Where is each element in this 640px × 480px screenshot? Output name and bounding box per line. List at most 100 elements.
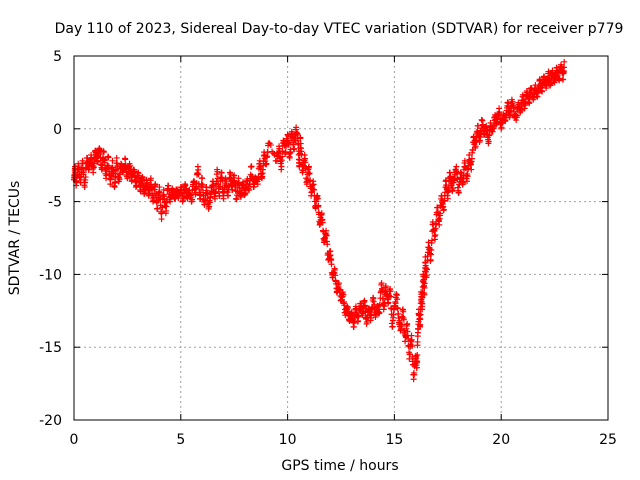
data-point-marker: [82, 174, 89, 181]
x-tick-label: 0: [70, 432, 79, 448]
data-point-marker: [263, 160, 270, 167]
data-point-marker: [324, 241, 331, 248]
data-point-marker: [352, 303, 359, 310]
data-point-marker: [240, 179, 247, 186]
data-point-marker: [473, 138, 480, 145]
data-point-marker: [152, 181, 159, 188]
data-point-marker: [305, 163, 312, 170]
data-point-marker: [100, 149, 107, 156]
data-point-marker: [387, 288, 394, 295]
data-point-marker: [114, 162, 121, 169]
data-point-marker: [279, 148, 286, 155]
data-point-marker: [331, 266, 338, 273]
data-point-marker: [198, 180, 205, 187]
data-point-marker: [206, 203, 213, 210]
data-point-marker: [436, 215, 443, 222]
data-point-marker: [419, 306, 426, 313]
data-point-marker: [390, 311, 397, 318]
data-point-marker: [122, 156, 129, 163]
data-point-marker: [526, 100, 533, 107]
data-point-marker: [421, 280, 428, 287]
data-point-marker: [410, 376, 417, 383]
data-points: [71, 58, 568, 383]
data-point-marker: [409, 343, 416, 350]
data-point-marker: [436, 221, 443, 228]
data-point-marker: [341, 302, 348, 309]
data-point-marker: [387, 293, 394, 300]
data-point-marker: [131, 168, 138, 175]
data-point-marker: [560, 76, 567, 83]
data-point-marker: [376, 309, 383, 316]
data-point-marker: [437, 212, 444, 219]
data-point-marker: [513, 114, 520, 121]
data-point-marker: [485, 138, 492, 145]
data-point-marker: [194, 169, 201, 176]
data-point-marker: [332, 272, 339, 279]
data-point-marker: [355, 313, 362, 320]
plot-frame: [73, 55, 609, 421]
data-point-marker: [195, 171, 202, 178]
data-point-marker: [267, 142, 274, 149]
data-point-marker: [212, 190, 219, 197]
x-tick-label: 25: [599, 432, 617, 448]
tick-labels: 0 5 10 15 20 25 -20 -15 -10 -5 0 5: [39, 49, 617, 448]
x-axis-label: GPS time / hours: [281, 458, 398, 474]
chart-title: Day 110 of 2023, Sidereal Day-to-day VTE…: [55, 21, 624, 37]
data-point-marker: [189, 196, 196, 203]
data-point-marker: [327, 252, 334, 259]
data-point-marker: [404, 320, 411, 327]
data-point-marker: [361, 297, 368, 304]
data-point-marker: [225, 192, 232, 199]
data-point-marker: [561, 64, 568, 71]
data-point-marker: [271, 151, 278, 158]
data-point-marker: [362, 302, 369, 309]
x-tick-label: 5: [176, 432, 185, 448]
data-point-marker: [226, 174, 233, 181]
data-point-marker: [90, 169, 97, 176]
data-point-marker: [536, 77, 543, 84]
data-point-marker: [486, 132, 493, 139]
data-point-marker: [414, 338, 421, 345]
data-point-marker: [423, 272, 430, 279]
data-point-marker: [385, 299, 392, 306]
data-point-marker: [248, 163, 255, 170]
data-point-marker: [440, 206, 447, 213]
data-point-marker: [217, 183, 224, 190]
data-point-marker: [380, 295, 387, 302]
data-point-marker: [214, 168, 221, 175]
y-tick-label: -5: [48, 195, 62, 211]
data-point-marker: [328, 261, 335, 268]
data-point-marker: [139, 174, 146, 181]
data-point-marker: [220, 195, 227, 202]
data-point-marker: [432, 225, 439, 232]
data-point-marker: [279, 153, 286, 160]
data-point-marker: [380, 306, 387, 313]
data-point-marker: [547, 80, 554, 87]
x-tick-label: 10: [279, 432, 297, 448]
data-point-marker: [414, 358, 421, 365]
x-tick-label: 15: [385, 432, 403, 448]
data-point-marker: [286, 154, 293, 161]
data-point-marker: [464, 178, 471, 185]
data-point-marker: [158, 216, 165, 223]
data-point-marker: [432, 232, 439, 239]
data-point-marker: [293, 124, 300, 131]
data-point-marker: [411, 371, 418, 378]
data-point-marker: [156, 189, 163, 196]
data-point-marker: [340, 291, 347, 298]
data-point-marker: [468, 166, 475, 173]
data-point-marker: [154, 205, 161, 212]
data-point-marker: [414, 352, 421, 359]
y-tick-label: -20: [39, 413, 62, 429]
data-point-marker: [328, 256, 335, 263]
data-point-marker: [109, 157, 116, 164]
data-point-marker: [319, 219, 326, 226]
data-point-marker: [107, 175, 114, 182]
data-point-marker: [477, 134, 484, 141]
data-point-marker: [113, 154, 120, 161]
data-point-marker: [428, 237, 435, 244]
grid: [74, 56, 608, 420]
y-tick-label: -10: [39, 267, 62, 283]
data-point-marker: [211, 195, 218, 202]
data-point-marker: [231, 172, 238, 179]
